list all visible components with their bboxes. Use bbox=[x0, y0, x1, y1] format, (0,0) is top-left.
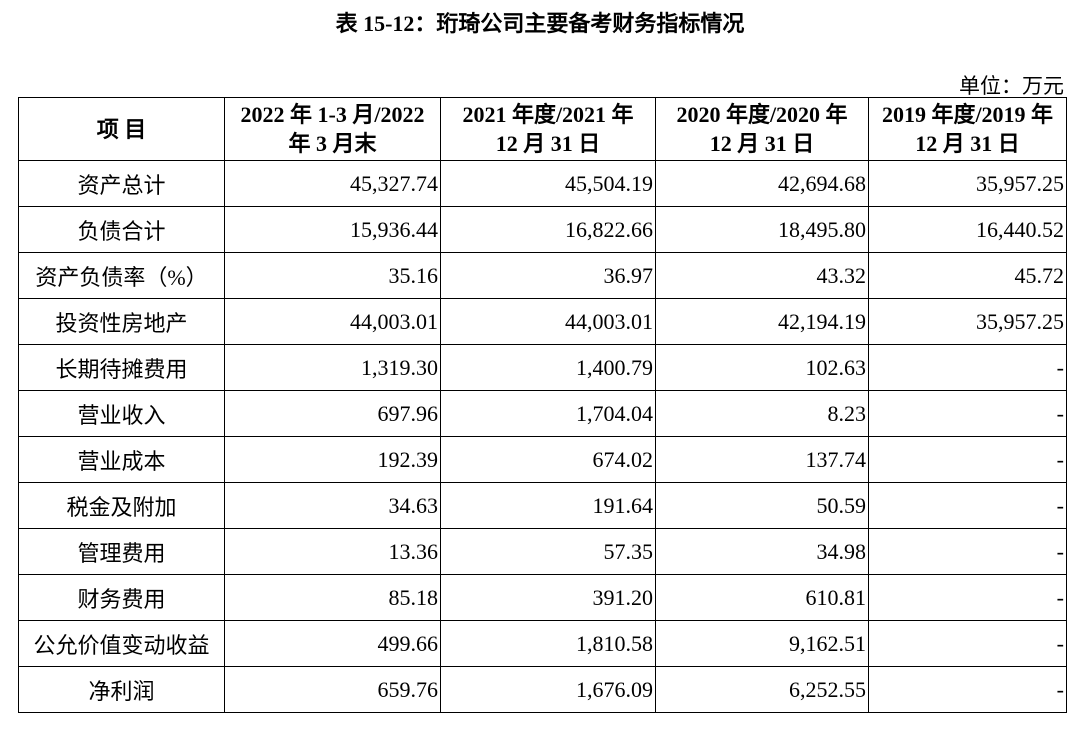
row-label: 资产负债率（%） bbox=[18, 252, 225, 299]
row-label: 公允价值变动收益 bbox=[18, 620, 225, 667]
table-row: 税金及附加 34.63 191.64 50.59- bbox=[18, 482, 1067, 529]
table-row: 净利润 659.76 1,676.09 6,252.55- bbox=[18, 666, 1067, 713]
header-cell: 2021 年度/2021 年 12 月 31 日 bbox=[440, 97, 656, 161]
table-row: 资产总计 45,327.74 45,504.19 42,694.68 35,957.25 bbox=[18, 160, 1067, 207]
cell: 1,319.30 bbox=[224, 344, 441, 391]
cell: 45,327.74 bbox=[224, 160, 441, 207]
cell: 36.97 bbox=[440, 252, 656, 299]
row-label: 负债合计 bbox=[18, 206, 225, 253]
cell: - bbox=[868, 482, 1067, 529]
cell: - bbox=[868, 390, 1067, 437]
cell: 391.20 bbox=[440, 574, 656, 621]
cell: - bbox=[868, 574, 1067, 621]
title: 表 15-12：珩琦公司主要备考财务指标情况 bbox=[335, 11, 745, 36]
cell: 697.96 bbox=[224, 390, 441, 437]
cell: 102.63 bbox=[655, 344, 869, 391]
cell: 18,495.80 bbox=[655, 206, 869, 253]
cell: 35,957.25 bbox=[868, 160, 1067, 207]
row-label: 营业成本 bbox=[18, 436, 225, 483]
cell: 50.59 bbox=[655, 482, 869, 529]
cell: 35.16 bbox=[224, 252, 441, 299]
table-row: 资产负债率（%） 35.16 36.97 43.32 45.72 bbox=[18, 252, 1067, 299]
table-row: 负债合计 15,936.44 16,822.66 18,495.80 16,440.52 bbox=[18, 206, 1067, 253]
cell: 85.18 bbox=[224, 574, 441, 621]
cell: 1,704.04 bbox=[440, 390, 656, 437]
table-row: 营业成本 192.39 674.02 137.74- bbox=[18, 436, 1067, 483]
table-body: 资产总计 45,327.74 45,504.19 42,694.68 35,957.25… bbox=[18, 160, 1067, 713]
cell: 192.39 bbox=[224, 436, 441, 483]
row-label: 营业收入 bbox=[18, 390, 225, 437]
header-cell: 2020 年度/2020 年 12 月 31 日 bbox=[655, 97, 869, 161]
table-row: 公允价值变动收益 499.66 1,810.58 9,162.51- bbox=[18, 620, 1067, 667]
cell: - bbox=[868, 666, 1067, 713]
cell: 13.36 bbox=[224, 528, 441, 575]
cell: 45,504.19 bbox=[440, 160, 656, 207]
header-cell: 2022 年 1-3 月/2022 年 3 月末 bbox=[224, 97, 441, 161]
header-row: 项 目 2022 年 1-3 月/2022 年 3 月末 2021 年度/2021 … bbox=[18, 97, 1067, 161]
cell: 16,440.52 bbox=[868, 206, 1067, 253]
row-label: 资产总计 bbox=[18, 160, 225, 207]
table: 项 目 2022 年 1-3 月/2022 年 3 月末 2021 年度/2021 … bbox=[18, 97, 1067, 713]
table-row: 管理费用 13.36 57.35 34.98- bbox=[18, 528, 1067, 575]
cell: 34.98 bbox=[655, 528, 869, 575]
cell: 1,676.09 bbox=[440, 666, 656, 713]
table-row: 营业收入 697.96 1,704.04 8.23- bbox=[18, 390, 1067, 437]
row-label: 长期待摊费用 bbox=[18, 344, 225, 391]
cell: 57.35 bbox=[440, 528, 656, 575]
cell: 659.76 bbox=[224, 666, 441, 713]
header-cell: 2019 年度/2019 年 12 月 31 日 bbox=[868, 97, 1067, 161]
cell: 42,194.19 bbox=[655, 298, 869, 345]
cell: - bbox=[868, 528, 1067, 575]
cell: 1,810.58 bbox=[440, 620, 656, 667]
cell: 16,822.66 bbox=[440, 206, 656, 253]
row-label: 管理费用 bbox=[18, 528, 225, 575]
cell: 6,252.55 bbox=[655, 666, 869, 713]
cell: 9,162.51 bbox=[655, 620, 869, 667]
row-label: 投资性房地产 bbox=[18, 298, 225, 345]
cell: 674.02 bbox=[440, 436, 656, 483]
header-cell: 项 目 bbox=[18, 97, 225, 161]
cell: 15,936.44 bbox=[224, 206, 441, 253]
cell: 42,694.68 bbox=[655, 160, 869, 207]
row-label: 财务费用 bbox=[18, 574, 225, 621]
table-row: 投资性房地产 44,003.01 44,003.01 42,194.19 35,957.… bbox=[18, 298, 1067, 345]
cell: 610.81 bbox=[655, 574, 869, 621]
cell: 137.74 bbox=[655, 436, 869, 483]
cell: - bbox=[868, 436, 1067, 483]
unit: 单位：万元 bbox=[959, 74, 1064, 98]
cell: 1,400.79 bbox=[440, 344, 656, 391]
cell: 44,003.01 bbox=[440, 298, 656, 345]
table-row: 财务费用 85.18 391.20 610.81- bbox=[18, 574, 1067, 621]
cell: 44,003.01 bbox=[224, 298, 441, 345]
cell: 191.64 bbox=[440, 482, 656, 529]
cell: 8.23 bbox=[655, 390, 869, 437]
row-label: 净利润 bbox=[18, 666, 225, 713]
cell: 43.32 bbox=[655, 252, 869, 299]
cell: 35,957.25 bbox=[868, 298, 1067, 345]
cell: 34.63 bbox=[224, 482, 441, 529]
cell: 45.72 bbox=[868, 252, 1067, 299]
table-row: 长期待摊费用 1,319.30 1,400.79 102.63- bbox=[18, 344, 1067, 391]
row-label: 税金及附加 bbox=[18, 482, 225, 529]
cell: - bbox=[868, 344, 1067, 391]
cell: 499.66 bbox=[224, 620, 441, 667]
cell: - bbox=[868, 620, 1067, 667]
